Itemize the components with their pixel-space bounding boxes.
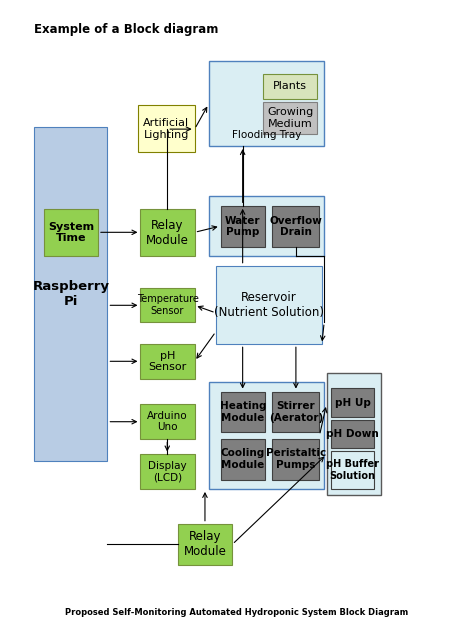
FancyBboxPatch shape — [209, 382, 324, 489]
FancyBboxPatch shape — [273, 206, 319, 246]
Text: Peristaltic
Pumps: Peristaltic Pumps — [266, 448, 326, 470]
FancyBboxPatch shape — [140, 209, 195, 256]
Text: Arduino
Uno: Arduino Uno — [147, 411, 188, 432]
FancyBboxPatch shape — [140, 288, 195, 322]
Text: Cooling
Module: Cooling Module — [221, 448, 265, 470]
FancyBboxPatch shape — [327, 373, 381, 495]
Text: pH Up: pH Up — [335, 398, 370, 408]
Text: Example of a Block diagram: Example of a Block diagram — [35, 23, 219, 37]
FancyBboxPatch shape — [44, 209, 98, 256]
FancyBboxPatch shape — [220, 439, 265, 480]
FancyBboxPatch shape — [35, 127, 108, 461]
FancyBboxPatch shape — [331, 451, 374, 489]
Text: Flooding Tray: Flooding Tray — [232, 130, 301, 140]
Text: Plants: Plants — [273, 82, 307, 92]
Text: pH Buffer
Solution: pH Buffer Solution — [326, 459, 379, 481]
FancyBboxPatch shape — [140, 404, 195, 439]
FancyBboxPatch shape — [263, 74, 317, 99]
FancyBboxPatch shape — [140, 454, 195, 489]
Text: Proposed Self-Monitoring Automated Hydroponic System Block Diagram: Proposed Self-Monitoring Automated Hydro… — [65, 608, 409, 617]
Text: pH
Sensor: pH Sensor — [148, 351, 187, 372]
Text: Relay
Module: Relay Module — [184, 530, 227, 558]
FancyBboxPatch shape — [331, 388, 374, 416]
Text: Stirrer
(Aerator): Stirrer (Aerator) — [269, 401, 323, 423]
FancyBboxPatch shape — [216, 265, 322, 344]
FancyBboxPatch shape — [263, 102, 317, 133]
Text: Heating
Module: Heating Module — [219, 401, 266, 423]
FancyBboxPatch shape — [178, 524, 232, 564]
FancyBboxPatch shape — [209, 61, 324, 146]
Text: System
Time: System Time — [48, 222, 94, 243]
Text: Relay
Module: Relay Module — [146, 219, 189, 246]
Text: Water
Pump: Water Pump — [225, 216, 261, 237]
FancyBboxPatch shape — [138, 105, 195, 152]
FancyBboxPatch shape — [273, 439, 319, 480]
Text: Temperature
Sensor: Temperature Sensor — [137, 294, 199, 316]
Text: Display
(LCD): Display (LCD) — [148, 461, 187, 483]
FancyBboxPatch shape — [273, 391, 319, 432]
Text: Overflow
Drain: Overflow Drain — [269, 216, 322, 237]
Text: Reservoir
(Nutrient Solution): Reservoir (Nutrient Solution) — [214, 291, 324, 319]
Text: pH Down: pH Down — [326, 429, 379, 439]
FancyBboxPatch shape — [331, 420, 374, 448]
FancyBboxPatch shape — [220, 391, 265, 432]
FancyBboxPatch shape — [209, 197, 324, 256]
FancyBboxPatch shape — [220, 206, 265, 246]
Text: Raspberry
Pi: Raspberry Pi — [32, 280, 109, 308]
Text: Growing
Medium: Growing Medium — [267, 107, 313, 128]
FancyBboxPatch shape — [140, 344, 195, 379]
Text: Artificial
Lighting: Artificial Lighting — [143, 118, 190, 140]
